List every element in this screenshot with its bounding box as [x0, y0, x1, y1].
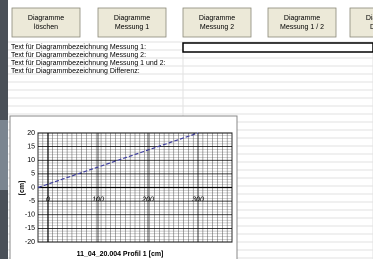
y-tick-label: -15 — [25, 225, 35, 232]
button-label: Messung 1 / 2 — [280, 24, 324, 31]
y-tick-label: -5 — [29, 198, 35, 205]
button-face — [350, 8, 373, 37]
row-label: Text für Diagrammbezeichnung Differenz: — [11, 68, 140, 75]
row-label: Text für Diagrammbezeichnung Messung 1 u… — [11, 60, 166, 67]
button-label: löschen — [34, 24, 58, 31]
chart: -20-15-10-5051015200100200300[cm]11_04_2… — [19, 130, 232, 258]
button-label: Diagramme — [114, 15, 150, 22]
button-label: Messung 1 — [115, 24, 149, 31]
chart-title: 11_04_20.004 Profil 1 [cm] — [77, 251, 164, 258]
button-label: Diagramme — [284, 15, 320, 22]
button-label: Messung 2 — [200, 24, 234, 31]
spreadsheet: DiagrammelöschenDiagrammeMessung 1Diagra… — [0, 0, 373, 259]
button[interactable]: Diagramme Messung 1 / 2 — [268, 8, 336, 37]
button[interactable]: Diagramme Messung 2 — [183, 8, 251, 37]
x-tick-label: 200 — [141, 196, 154, 203]
button-label: Diagramme — [366, 15, 373, 22]
left-edge-image — [0, 120, 8, 190]
button-label: Diagramme — [28, 15, 64, 22]
button[interactable]: DiagrammeDifferenz — [350, 8, 373, 37]
y-tick-label: 20 — [27, 130, 35, 137]
text-rows: Text für Diagrammbezeichnung Messung 1:T… — [11, 44, 166, 75]
x-tick-label: 300 — [192, 196, 204, 203]
button[interactable]: Diagramme Messung 1 — [98, 8, 166, 37]
button-face — [268, 8, 336, 37]
button-label: Diagramme — [199, 15, 235, 22]
button-face — [183, 8, 251, 37]
y-tick-label: 10 — [27, 157, 35, 164]
button[interactable]: Diagramme löschen — [12, 8, 80, 37]
y-tick-label: -20 — [25, 239, 35, 246]
row-label: Text für Diagrammbezeichnung Messung 2: — [11, 52, 146, 59]
y-tick-label: -10 — [25, 212, 35, 219]
y-tick-label: 5 — [31, 171, 35, 178]
button-face — [98, 8, 166, 37]
row-label: Text für Diagrammbezeichnung Messung 1: — [11, 44, 146, 51]
y-tick-label: 15 — [27, 143, 35, 150]
input-cell[interactable] — [183, 43, 373, 52]
button-face — [12, 8, 80, 37]
y-tick-label: 0 — [31, 184, 35, 191]
y-axis-label: [cm] — [19, 181, 26, 196]
x-tick-label: 100 — [92, 196, 104, 203]
screen: DiagrammelöschenDiagrammeMessung 1Diagra… — [0, 0, 373, 259]
